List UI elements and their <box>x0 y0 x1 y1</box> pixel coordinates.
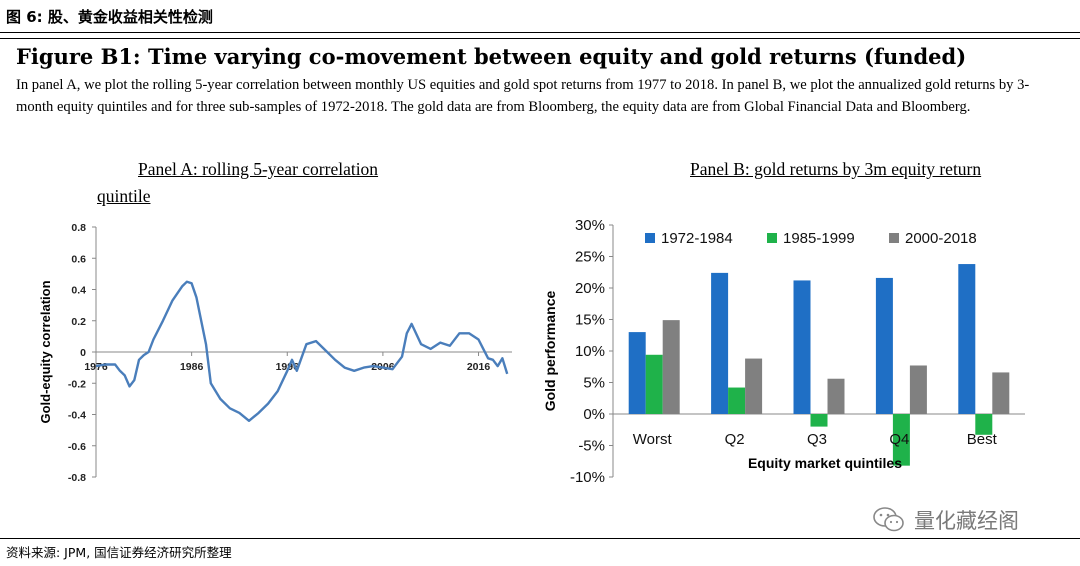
panel-b-chart: 30% 25% 20% 15% 10% 5% 0% -5% -10% Worst Q2 Q3 Q4 Bes… <box>542 217 1025 486</box>
panel-b-y-tick-label: 20% <box>575 280 605 297</box>
watermark: 量化藏经阁 <box>872 505 1019 535</box>
header-title: 图 6: 股、黄金收益相关性检测 <box>6 8 213 26</box>
panel-a-y-tick-label: -0.2 <box>68 378 86 390</box>
panel-b-bar <box>662 320 680 414</box>
panel-b-legend-swatch <box>645 233 655 243</box>
panel-b-legend-label: 1985-1999 <box>783 230 855 247</box>
panel-b-bar <box>645 354 663 414</box>
panel-a-y-tick-label: -0.4 <box>68 410 86 422</box>
panel-a-x-tick-label: 2016 <box>467 361 491 373</box>
panel-b-bar <box>728 387 746 414</box>
panel-a-y-tick-label: 0.6 <box>71 253 86 265</box>
panel-b-bar <box>628 332 646 414</box>
panel-b-bar <box>975 414 993 435</box>
panel-b-x-tick-label: Worst <box>633 431 673 448</box>
panel-b-legend-swatch <box>889 233 899 243</box>
panel-b-legend-swatch <box>767 233 777 243</box>
panel-a-y-tick-label: 0.2 <box>71 316 86 328</box>
panel-b-bar <box>909 365 927 414</box>
panel-b-y-tick-label: 10% <box>575 343 605 360</box>
panel-b-x-tick-label: Q3 <box>807 431 827 448</box>
panel-b-y-label: Gold performance <box>542 291 558 412</box>
panel-a-y-tick-label: -0.6 <box>68 441 86 453</box>
panel-b-bar <box>892 414 910 466</box>
panel-b-legend-label: 1972-1984 <box>661 230 733 247</box>
panel-b-bar <box>810 414 828 427</box>
panel-b-bar <box>875 277 893 414</box>
panel-a-y-label: Gold-equity correlation <box>38 280 53 423</box>
panel-b-bar <box>745 358 763 414</box>
panel-b-y-tick-label: 0% <box>583 406 605 423</box>
panel-b-bar <box>827 378 845 414</box>
panel-b-bar <box>711 272 729 414</box>
source-note: 资料来源: JPM, 国信证券经济研究所整理 <box>6 545 232 560</box>
panel-b-bar <box>958 264 976 414</box>
panel-a-x-tick-label: 1986 <box>180 361 204 373</box>
panel-b-y-tick-label: 15% <box>575 312 605 329</box>
panel-b-x-tick-label: Q4 <box>889 431 909 448</box>
footer-rule <box>0 538 1080 539</box>
wechat-icon <box>873 507 904 532</box>
panel-a-title: Panel A: rolling 5-year correlation <box>138 159 379 179</box>
panel-a-y-tick-label: -0.8 <box>68 472 86 484</box>
panel-a-title-line2: quintile <box>97 186 151 206</box>
panel-a-x-tick-label: 1976 <box>84 361 108 373</box>
figure-title: Figure B1: Time varying co-movement betw… <box>16 44 967 69</box>
panel-b-y-tick-label: 30% <box>575 217 605 234</box>
panel-b-bar <box>793 280 811 414</box>
panel-b-x-tick-label: Q2 <box>725 431 745 448</box>
header-rule <box>0 32 1080 33</box>
panel-b-y-tick-label: -10% <box>570 469 605 486</box>
panel-b-y-tick-label: 25% <box>575 249 605 266</box>
panel-a-correlation-line <box>95 280 509 423</box>
panel-b-y-tick-label: 5% <box>583 375 605 392</box>
panel-a-y-tick-label: 0.8 <box>71 222 86 234</box>
watermark-text: 量化藏经阁 <box>914 509 1019 533</box>
panel-a-y-tick-label: 0 <box>80 347 86 359</box>
panel-b-legend-label: 2000-2018 <box>905 230 977 247</box>
header-rule-thin <box>0 38 1080 39</box>
panel-b-y-tick-label: -5% <box>578 438 605 455</box>
panel-b-bar <box>992 372 1010 414</box>
panel-a-y-tick-label: 0.4 <box>71 285 86 297</box>
panel-b-title: Panel B: gold returns by 3m equity retur… <box>690 159 982 179</box>
figure-caption: In panel A, we plot the rolling 5-year c… <box>16 77 1030 115</box>
panel-b-x-label: Equity market quintiles <box>748 455 902 471</box>
panel-b-x-tick-label: Best <box>967 431 998 448</box>
